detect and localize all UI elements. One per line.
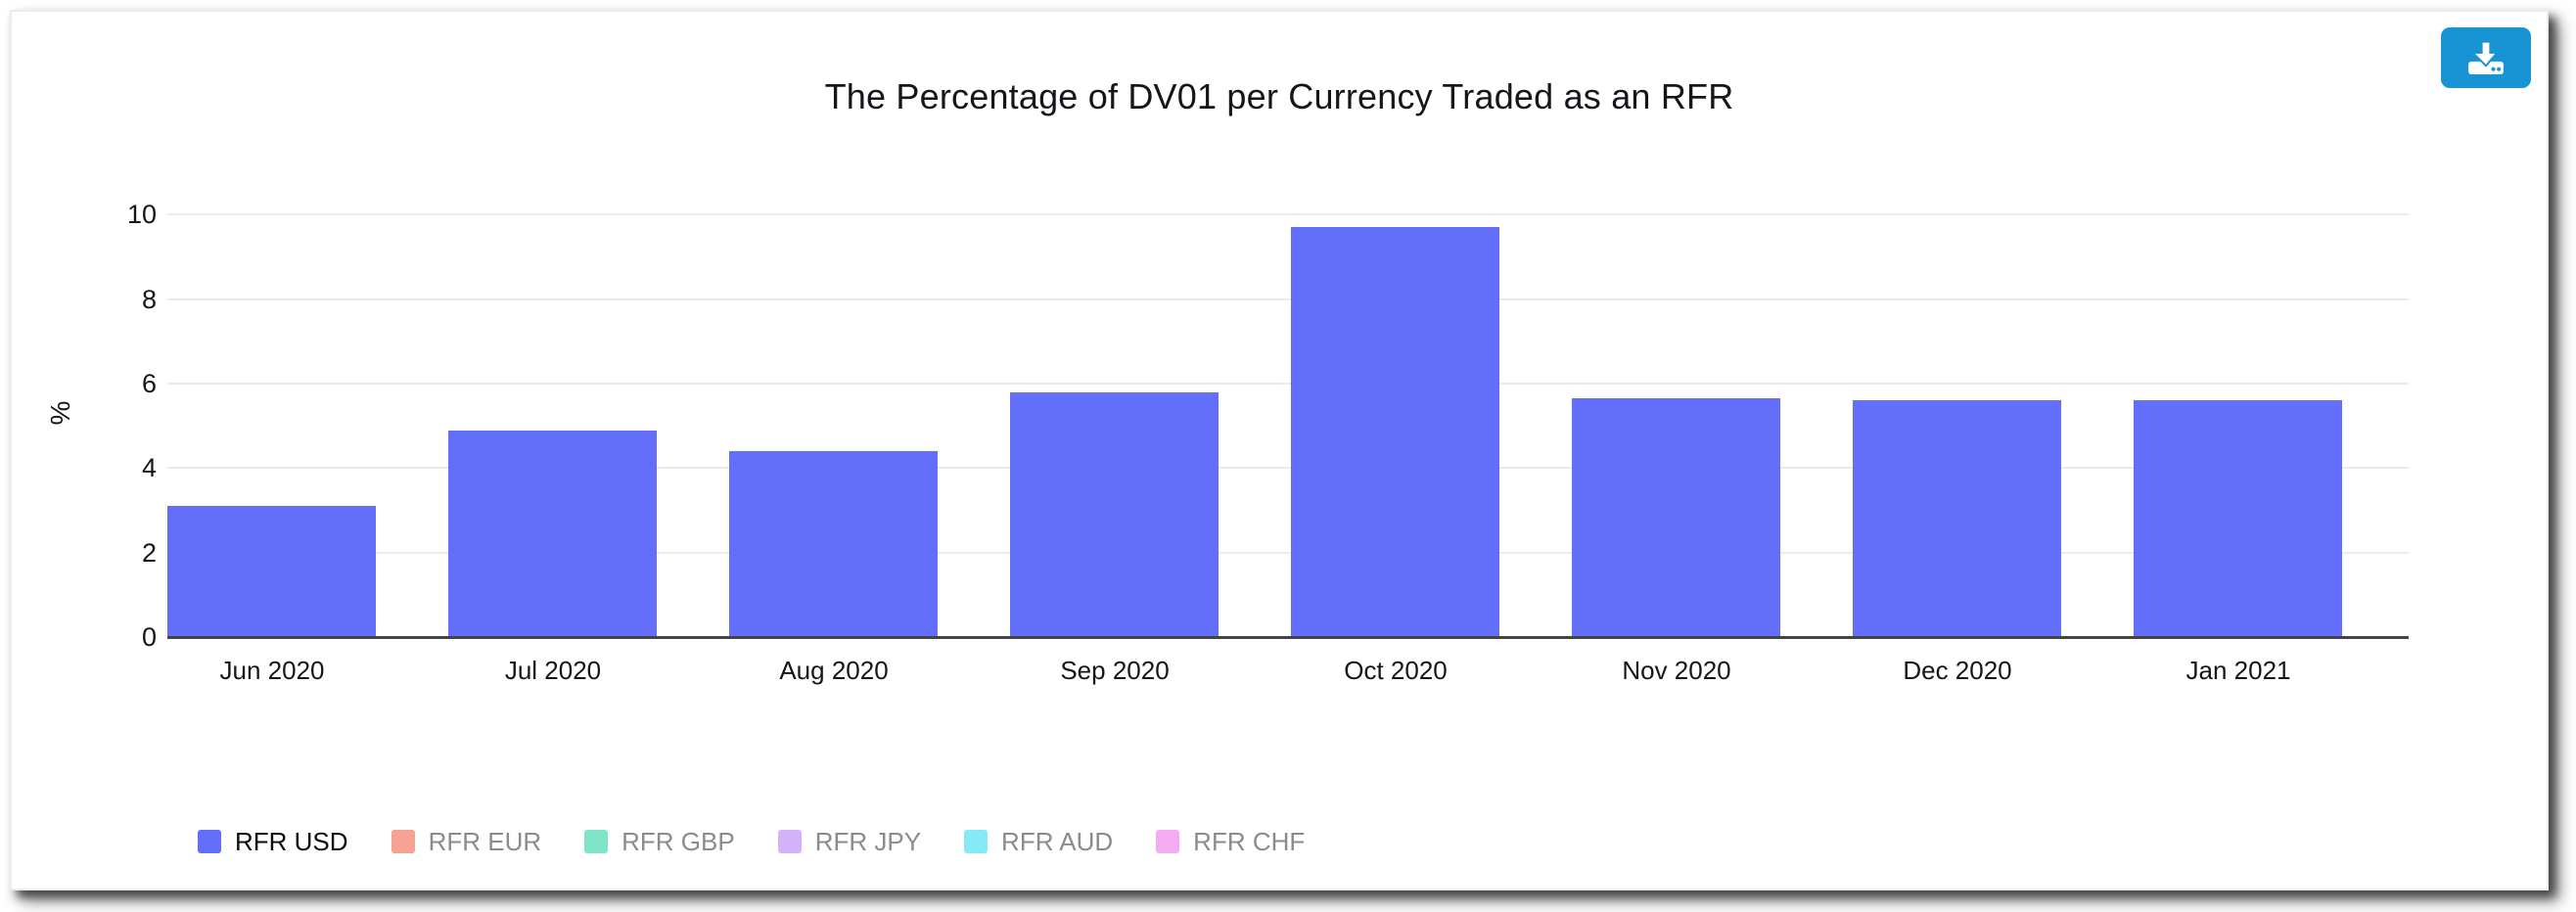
plot-area (167, 183, 2409, 639)
chart-card: The Percentage of DV01 per Currency Trad… (10, 10, 2549, 890)
legend-swatch-rfr-usd (198, 830, 221, 853)
legend-swatch-rfr-gbp (584, 830, 609, 853)
legend-item-rfr-gbp[interactable]: RFR GBP (584, 827, 735, 856)
x-tick-label-oct-2020: Oct 2020 (1344, 656, 1448, 685)
x-tick-label-jul-2020: Jul 2020 (504, 656, 602, 685)
x-tick-label-sep-2020: Sep 2020 (1060, 656, 1170, 685)
y-tick-label-6: 6 (141, 369, 157, 399)
legend-label-rfr-gbp: RFR GBP (621, 827, 735, 856)
bar-rfr-usd-dec-2020[interactable] (1853, 400, 2061, 637)
legend-label-rfr-eur: RFR EUR (428, 827, 542, 856)
legend-label-rfr-chf: RFR CHF (1193, 827, 1306, 856)
y-tick-label-4: 4 (141, 453, 157, 483)
bar-rfr-usd-jan-2021[interactable] (2134, 400, 2342, 637)
legend-item-rfr-eur[interactable]: RFR EUR (391, 827, 542, 856)
legend-label-rfr-aud: RFR AUD (1001, 827, 1114, 856)
y-tick-label-2: 2 (141, 537, 157, 568)
legend-item-rfr-chf[interactable]: RFR CHF (1156, 827, 1305, 856)
bar-rfr-usd-nov-2020[interactable] (1572, 398, 1780, 637)
bar-rfr-usd-jul-2020[interactable] (448, 430, 657, 637)
legend-item-rfr-jpy[interactable]: RFR JPY (777, 827, 922, 856)
bar-rfr-usd-jun-2020[interactable] (167, 506, 376, 637)
legend-swatch-rfr-jpy (777, 830, 802, 853)
bar-rfr-usd-aug-2020[interactable] (729, 451, 938, 637)
x-tick-label-jan-2021: Jan 2021 (2185, 656, 2291, 685)
download-icon (2464, 37, 2507, 78)
legend-item-rfr-usd[interactable]: RFR USD (198, 827, 348, 856)
legend-swatch-rfr-aud (964, 830, 989, 853)
y-tick-label-10: 10 (126, 200, 157, 230)
gridline-y-8 (167, 297, 2409, 300)
x-tick-label-aug-2020: Aug 2020 (779, 656, 889, 685)
download-button[interactable] (2441, 27, 2531, 88)
chart-title: The Percentage of DV01 per Currency Trad… (824, 76, 1734, 116)
gridline-y-2 (167, 551, 2409, 554)
y-tick-label-0: 0 (141, 622, 157, 652)
gridline-y-6 (167, 383, 2409, 386)
gridline-y-10 (167, 213, 2409, 216)
x-tick-label-nov-2020: Nov 2020 (1622, 656, 1731, 685)
bar-rfr-usd-oct-2020[interactable] (1291, 227, 1499, 637)
bar-rfr-usd-sep-2020[interactable] (1010, 391, 1219, 637)
y-axis-tick-labels: 0 2 4 6 8 10 (41, 183, 157, 652)
y-tick-label-8: 8 (141, 284, 157, 314)
x-tick-label-jun-2020: Jun 2020 (219, 656, 325, 685)
legend-label-rfr-jpy: RFR JPY (814, 827, 922, 856)
gridline-y-4 (167, 467, 2409, 470)
x-tick-label-dec-2020: Dec 2020 (1903, 656, 2012, 685)
x-axis-line (167, 636, 2409, 639)
chart-legend: RFR USD RFR EUR RFR GBP RFR JPY RFR AUD RFR C… (198, 827, 1348, 856)
x-axis-tick-labels: Jun 2020 Jul 2020 Aug 2020 Sep 2020 Oct 2020… (167, 656, 2409, 691)
legend-label-rfr-usd: RFR USD (235, 827, 348, 856)
legend-item-rfr-aud[interactable]: RFR AUD (964, 827, 1113, 856)
legend-swatch-rfr-chf (1156, 830, 1180, 853)
legend-swatch-rfr-eur (391, 830, 415, 853)
